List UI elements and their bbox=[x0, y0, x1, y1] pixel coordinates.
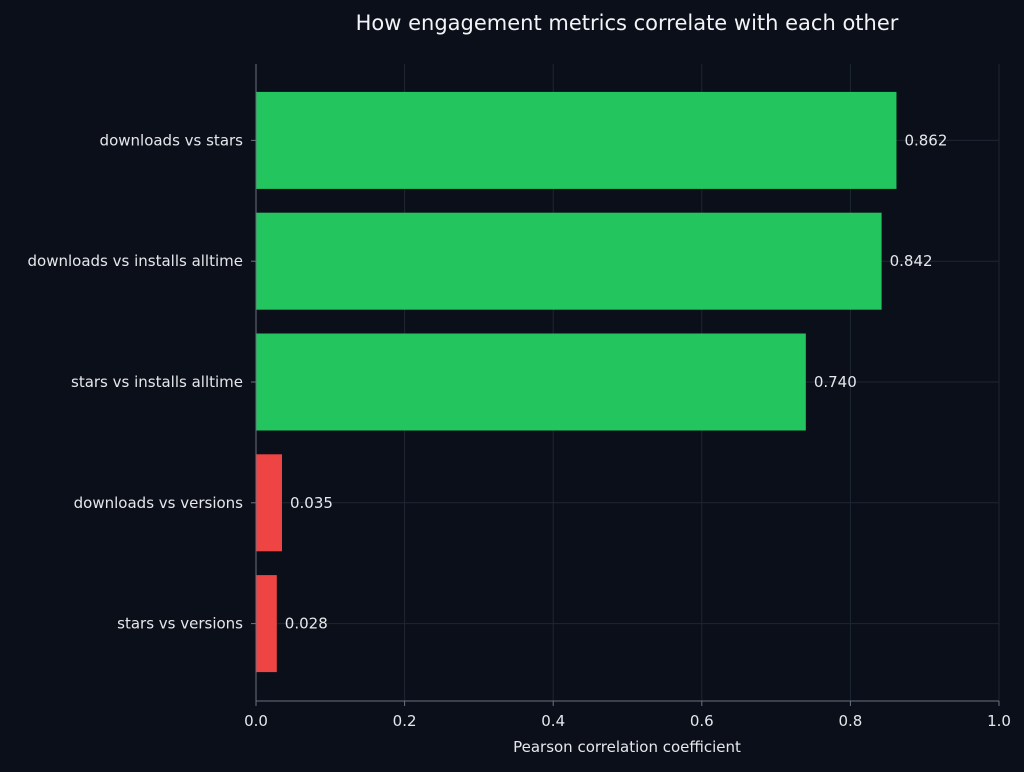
x-axis-label: Pearson correlation coefficient bbox=[513, 738, 741, 756]
y-tick-label: stars vs versions bbox=[117, 615, 243, 633]
bar-value-label: 0.028 bbox=[285, 615, 328, 633]
bar-value-label: 0.842 bbox=[890, 252, 933, 270]
bar bbox=[256, 454, 283, 552]
y-tick-label: downloads vs installs alltime bbox=[28, 252, 243, 270]
x-tick-label: 0.8 bbox=[838, 712, 862, 730]
bar-value-label: 0.035 bbox=[290, 494, 333, 512]
y-tick-label: downloads vs versions bbox=[74, 494, 244, 512]
x-tick-label: 0.4 bbox=[541, 712, 565, 730]
labels-layer: 0.862 downloads vs stars 0.842 downloads vs… bbox=[28, 131, 1011, 730]
bar-value-label: 0.862 bbox=[904, 131, 947, 149]
x-tick-label: 0.0 bbox=[244, 712, 268, 730]
bar bbox=[256, 91, 897, 189]
x-tick-label: 0.2 bbox=[393, 712, 417, 730]
y-tick-label: stars vs installs alltime bbox=[71, 373, 243, 391]
bar bbox=[256, 333, 806, 431]
bar bbox=[256, 212, 882, 310]
bar bbox=[256, 575, 277, 673]
bars-layer bbox=[256, 91, 897, 673]
bar-value-label: 0.740 bbox=[814, 373, 857, 391]
x-tick-label: 0.6 bbox=[690, 712, 714, 730]
x-tick-label: 1.0 bbox=[987, 712, 1011, 730]
y-tick-label: downloads vs stars bbox=[100, 131, 244, 149]
axes-layer bbox=[251, 64, 1000, 706]
chart-title: How engagement metrics correlate with ea… bbox=[356, 11, 899, 35]
